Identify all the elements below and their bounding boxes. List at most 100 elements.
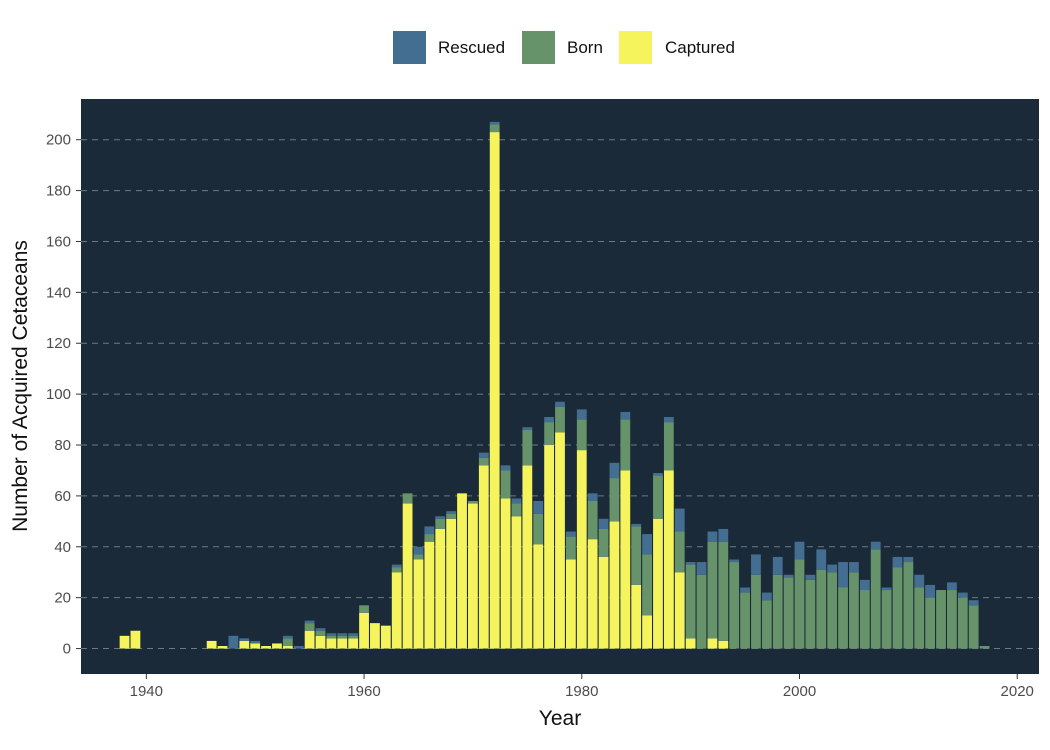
bar-born-2008: [881, 590, 892, 649]
bar-rescued-1986: [642, 534, 652, 555]
bar-born-1993: [718, 541, 729, 641]
bar-rescued-2002: [816, 549, 827, 570]
bar-captured-1958: [337, 638, 348, 649]
bar-born-1986: [642, 554, 652, 616]
bar-rescued-1998: [772, 556, 783, 575]
bar-born-1981: [587, 500, 598, 540]
bar-rescued-1959: [348, 633, 359, 636]
bar-captured-1946: [206, 640, 217, 649]
bar-born-1956: [315, 630, 326, 636]
bar-captured-1979: [565, 559, 576, 649]
bar-born-1975: [522, 429, 533, 466]
bar-captured-1982: [598, 556, 609, 649]
bar-rescued-1978: [555, 401, 565, 407]
bar-rescued-1981: [587, 493, 598, 501]
legend-key-rescued: [393, 31, 426, 64]
bar-rescued-1983: [609, 462, 620, 479]
bar-rescued-1994: [729, 559, 740, 563]
bar-captured-1938: [119, 635, 130, 649]
legend-label-born: Born: [567, 38, 603, 57]
bar-rescued-2001: [805, 574, 816, 580]
bar-rescued-1991: [696, 562, 707, 575]
y-tick-label: 100: [46, 386, 71, 403]
y-tick-label: 200: [46, 132, 71, 149]
bar-rescued-1965: [413, 546, 424, 555]
bar-born-1972: [489, 124, 500, 133]
bar-born-1971: [478, 457, 489, 466]
bar-captured-1939: [130, 630, 141, 649]
bar-captured-1965: [413, 559, 424, 649]
bar-born-2004: [838, 587, 848, 649]
y-tick-label: 40: [54, 539, 71, 556]
bar-born-1965: [413, 554, 424, 560]
bar-captured-1992: [707, 638, 718, 649]
bar-rescued-2016: [968, 600, 979, 606]
bar-rescued-1990: [685, 562, 696, 565]
y-tick-label: 120: [46, 335, 71, 352]
x-tick-label: 2020: [1001, 683, 1034, 700]
legend-key-born: [522, 31, 555, 64]
bar-born-1984: [620, 419, 631, 471]
bar-captured-1975: [522, 465, 533, 649]
bar-rescued-1967: [435, 516, 446, 519]
bar-born-1953: [282, 638, 293, 647]
bar-born-1998: [772, 574, 783, 649]
bar-born-1980: [576, 419, 587, 451]
bar-born-1957: [326, 635, 337, 639]
bar-born-1955: [304, 623, 315, 631]
bar-captured-1968: [446, 518, 457, 649]
bar-rescued-2015: [957, 592, 968, 598]
y-axis: 0 20 40 60 80 100 120 140 160 180 200: [46, 132, 81, 658]
bar-born-2017: [979, 646, 990, 649]
bar-rescued-1948: [228, 635, 239, 649]
bar-born-1970: [468, 500, 478, 504]
bar-born-1958: [337, 635, 348, 639]
bar-rescued-1949: [239, 638, 250, 641]
bar-rescued-1979: [565, 531, 576, 537]
bar-born-1990: [685, 564, 696, 639]
x-tick-label: 1960: [347, 683, 380, 700]
x-tick-label: 1980: [565, 683, 598, 700]
bar-rescued-2004: [838, 562, 848, 588]
bar-born-1991: [696, 574, 707, 649]
bar-captured-1974: [511, 516, 522, 649]
bar-captured-1962: [380, 625, 391, 649]
bar-rescued-2014: [947, 582, 957, 591]
bar-rescued-1973: [500, 465, 511, 471]
x-axis-title: Year: [539, 707, 581, 730]
bar-captured-1950: [250, 643, 261, 649]
bar-rescued-2012: [925, 584, 936, 598]
bar-born-2012: [925, 597, 936, 649]
bar-born-1985: [631, 526, 642, 585]
bar-born-2014: [947, 590, 957, 649]
bar-born-1989: [674, 531, 685, 573]
bar-captured-1952: [272, 643, 282, 649]
bar-rescued-1954: [293, 646, 304, 649]
bar-born-1982: [598, 528, 609, 557]
bar-born-2005: [849, 572, 859, 649]
bar-rescued-2010: [903, 556, 914, 563]
bar-born-2009: [892, 567, 903, 649]
bar-captured-1969: [457, 493, 467, 649]
bar-rescued-1958: [337, 633, 348, 636]
bar-captured-1978: [555, 432, 565, 649]
bars: [119, 121, 990, 649]
bar-born-1977: [544, 422, 555, 446]
bar-rescued-1995: [740, 587, 750, 593]
bar-captured-1985: [631, 584, 642, 649]
bar-born-1997: [761, 600, 772, 649]
bar-captured-1959: [348, 638, 359, 649]
bar-born-1976: [533, 513, 544, 545]
bar-born-2002: [816, 569, 827, 649]
y-tick-label: 80: [54, 437, 71, 454]
bar-captured-1956: [315, 635, 326, 649]
bar-captured-1981: [587, 539, 598, 649]
y-tick-label: 60: [54, 488, 71, 505]
bar-born-1992: [707, 541, 718, 639]
bar-rescued-2005: [849, 562, 859, 573]
bar-born-2000: [794, 559, 805, 649]
bar-rescued-1950: [250, 640, 261, 644]
legend-label-rescued: Rescued: [438, 38, 505, 57]
